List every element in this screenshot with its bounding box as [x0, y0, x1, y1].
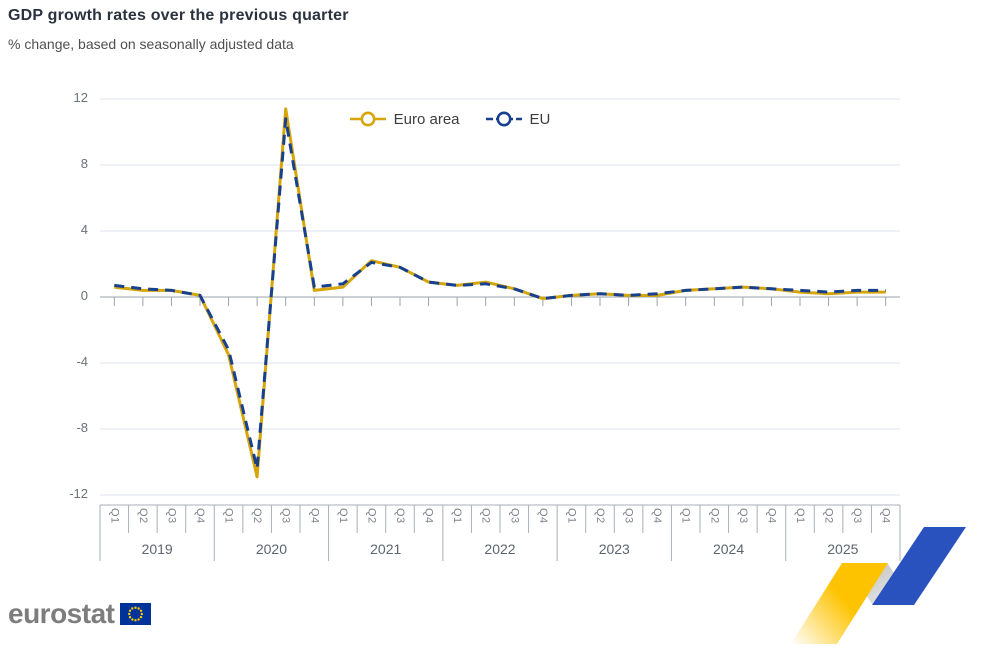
x-axis-year-label: 2019 — [141, 541, 173, 557]
euro-area-line-marker-icon — [349, 111, 386, 127]
chart-subtitle: % change, based on seasonally adjusted d… — [8, 36, 294, 52]
legend-label-euro-area: Euro area — [393, 110, 460, 128]
x-axis-quarter-label: Q4 — [536, 508, 549, 524]
x-axis-year-label: 2021 — [370, 541, 402, 557]
x-axis-quarter-label: Q1 — [336, 508, 349, 524]
x-axis-quarter-label: Q3 — [394, 508, 406, 524]
y-axis-tick-label: -12 — [69, 486, 88, 501]
x-axis-quarter-label: Q2 — [365, 508, 378, 524]
x-axis-quarter-label: Q4 — [194, 508, 206, 524]
x-axis-year-label: 2023 — [598, 541, 630, 557]
y-axis-tick-label: 8 — [80, 156, 88, 171]
x-axis-quarter-label: Q3 — [279, 508, 292, 524]
eurostat-logo-text: eurostat — [8, 598, 115, 629]
eurostat-logo: eurostat — [8, 598, 152, 630]
legend: Euro area EU — [0, 106, 900, 132]
eu-flag-icon — [120, 603, 152, 625]
x-axis-quarter-label: Q3 — [508, 508, 521, 524]
x-axis-quarter-label: Q4 — [651, 508, 664, 524]
x-axis-quarter-label: Q1 — [565, 508, 578, 524]
x-axis-quarter-label: Q2 — [594, 508, 606, 524]
y-axis-tick-label: -4 — [76, 354, 88, 369]
x-axis-quarter-label: Q4 — [422, 508, 435, 524]
x-axis-quarter-label: Q1 — [794, 508, 806, 524]
x-axis-quarter-label: Q3 — [622, 508, 635, 524]
chart-title: GDP growth rates over the previous quart… — [8, 7, 349, 24]
x-axis-quarter-label: Q1 — [222, 508, 235, 524]
y-axis-tick-label: 12 — [73, 90, 88, 105]
x-axis-quarter-label: Q1 — [108, 508, 121, 524]
x-axis-quarter-label: Q4 — [765, 508, 778, 524]
x-axis-year-label: 2024 — [712, 541, 745, 557]
x-axis-quarter-label: Q1 — [451, 508, 464, 524]
x-axis-quarter-label: Q2 — [708, 508, 721, 524]
y-axis-tick-label: -8 — [76, 420, 88, 435]
x-axis-quarter-label: Q3 — [165, 508, 178, 524]
x-axis-quarter-label: Q3 — [851, 508, 864, 524]
y-axis-tick-label: 4 — [80, 222, 88, 237]
eu-line-marker-icon — [485, 111, 522, 127]
x-axis-year-label: 2020 — [255, 541, 287, 557]
x-axis-year-label: 2022 — [484, 541, 516, 557]
legend-item-eu[interactable]: EU — [485, 110, 551, 128]
x-axis-year-label: 2025 — [827, 541, 859, 557]
x-axis-quarter-label: Q2 — [136, 508, 149, 524]
x-axis-quarter-label: Q4 — [308, 508, 321, 524]
legend-label-eu: EU — [529, 110, 551, 128]
x-axis-quarter-label: Q2 — [479, 508, 492, 524]
y-axis-tick-label: 0 — [80, 288, 88, 303]
x-axis-quarter-label: Q4 — [879, 508, 892, 524]
legend-item-euro-area[interactable]: Euro area — [349, 110, 460, 128]
eurostat-ribbon-graphic — [791, 527, 966, 644]
x-axis-quarter-label: Q2 — [822, 508, 835, 524]
x-axis-quarter-label: Q2 — [251, 508, 264, 524]
x-axis-quarter-label: Q3 — [736, 508, 749, 524]
series-line-euro-area — [114, 107, 886, 479]
x-axis-quarter-label: Q1 — [679, 508, 692, 524]
series-line-eu — [114, 117, 886, 471]
